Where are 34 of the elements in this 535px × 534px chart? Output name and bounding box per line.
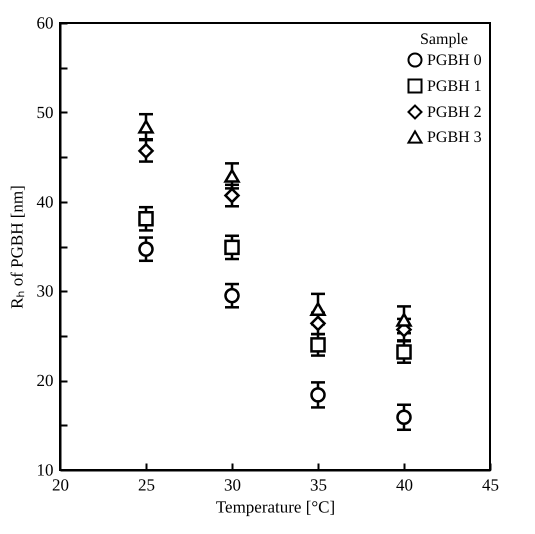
x-axis-title: Temperature [°C]	[216, 498, 336, 516]
legend-title: Sample	[420, 31, 468, 48]
x-tick-label: 45	[482, 476, 499, 494]
point	[310, 387, 326, 403]
point	[396, 312, 412, 327]
y-tick-label: 60	[36, 14, 54, 32]
y-tick-label: 20	[36, 371, 54, 390]
y-tick-label: 10	[36, 460, 54, 480]
y-tick-label: 40	[36, 192, 54, 212]
y-tick-label: 30	[36, 282, 54, 301]
point	[224, 240, 240, 256]
point	[224, 288, 240, 304]
point	[224, 188, 240, 204]
x-tick-label: 35	[310, 476, 327, 494]
point	[396, 344, 412, 360]
legend-label: PGBH 3	[427, 129, 482, 146]
point	[138, 211, 154, 227]
legend-label: PGBH 0	[427, 52, 482, 69]
legend-label: PGBH 2	[427, 104, 482, 121]
y-tick-label: 50	[36, 102, 54, 122]
point	[138, 241, 154, 257]
x-tick-label: 20	[52, 476, 69, 494]
point	[138, 120, 154, 134]
x-tick-label: 25	[138, 476, 155, 494]
y-axis-title: Rₕ of PGBH [nm]	[8, 185, 26, 309]
legend-label: PGBH 1	[427, 78, 482, 95]
point	[310, 316, 326, 332]
point	[138, 143, 154, 159]
x-tick-label: 30	[224, 476, 241, 494]
point	[396, 410, 412, 426]
point	[310, 337, 326, 353]
x-tick-label: 40	[396, 476, 413, 494]
point	[310, 302, 326, 316]
point	[224, 168, 240, 183]
